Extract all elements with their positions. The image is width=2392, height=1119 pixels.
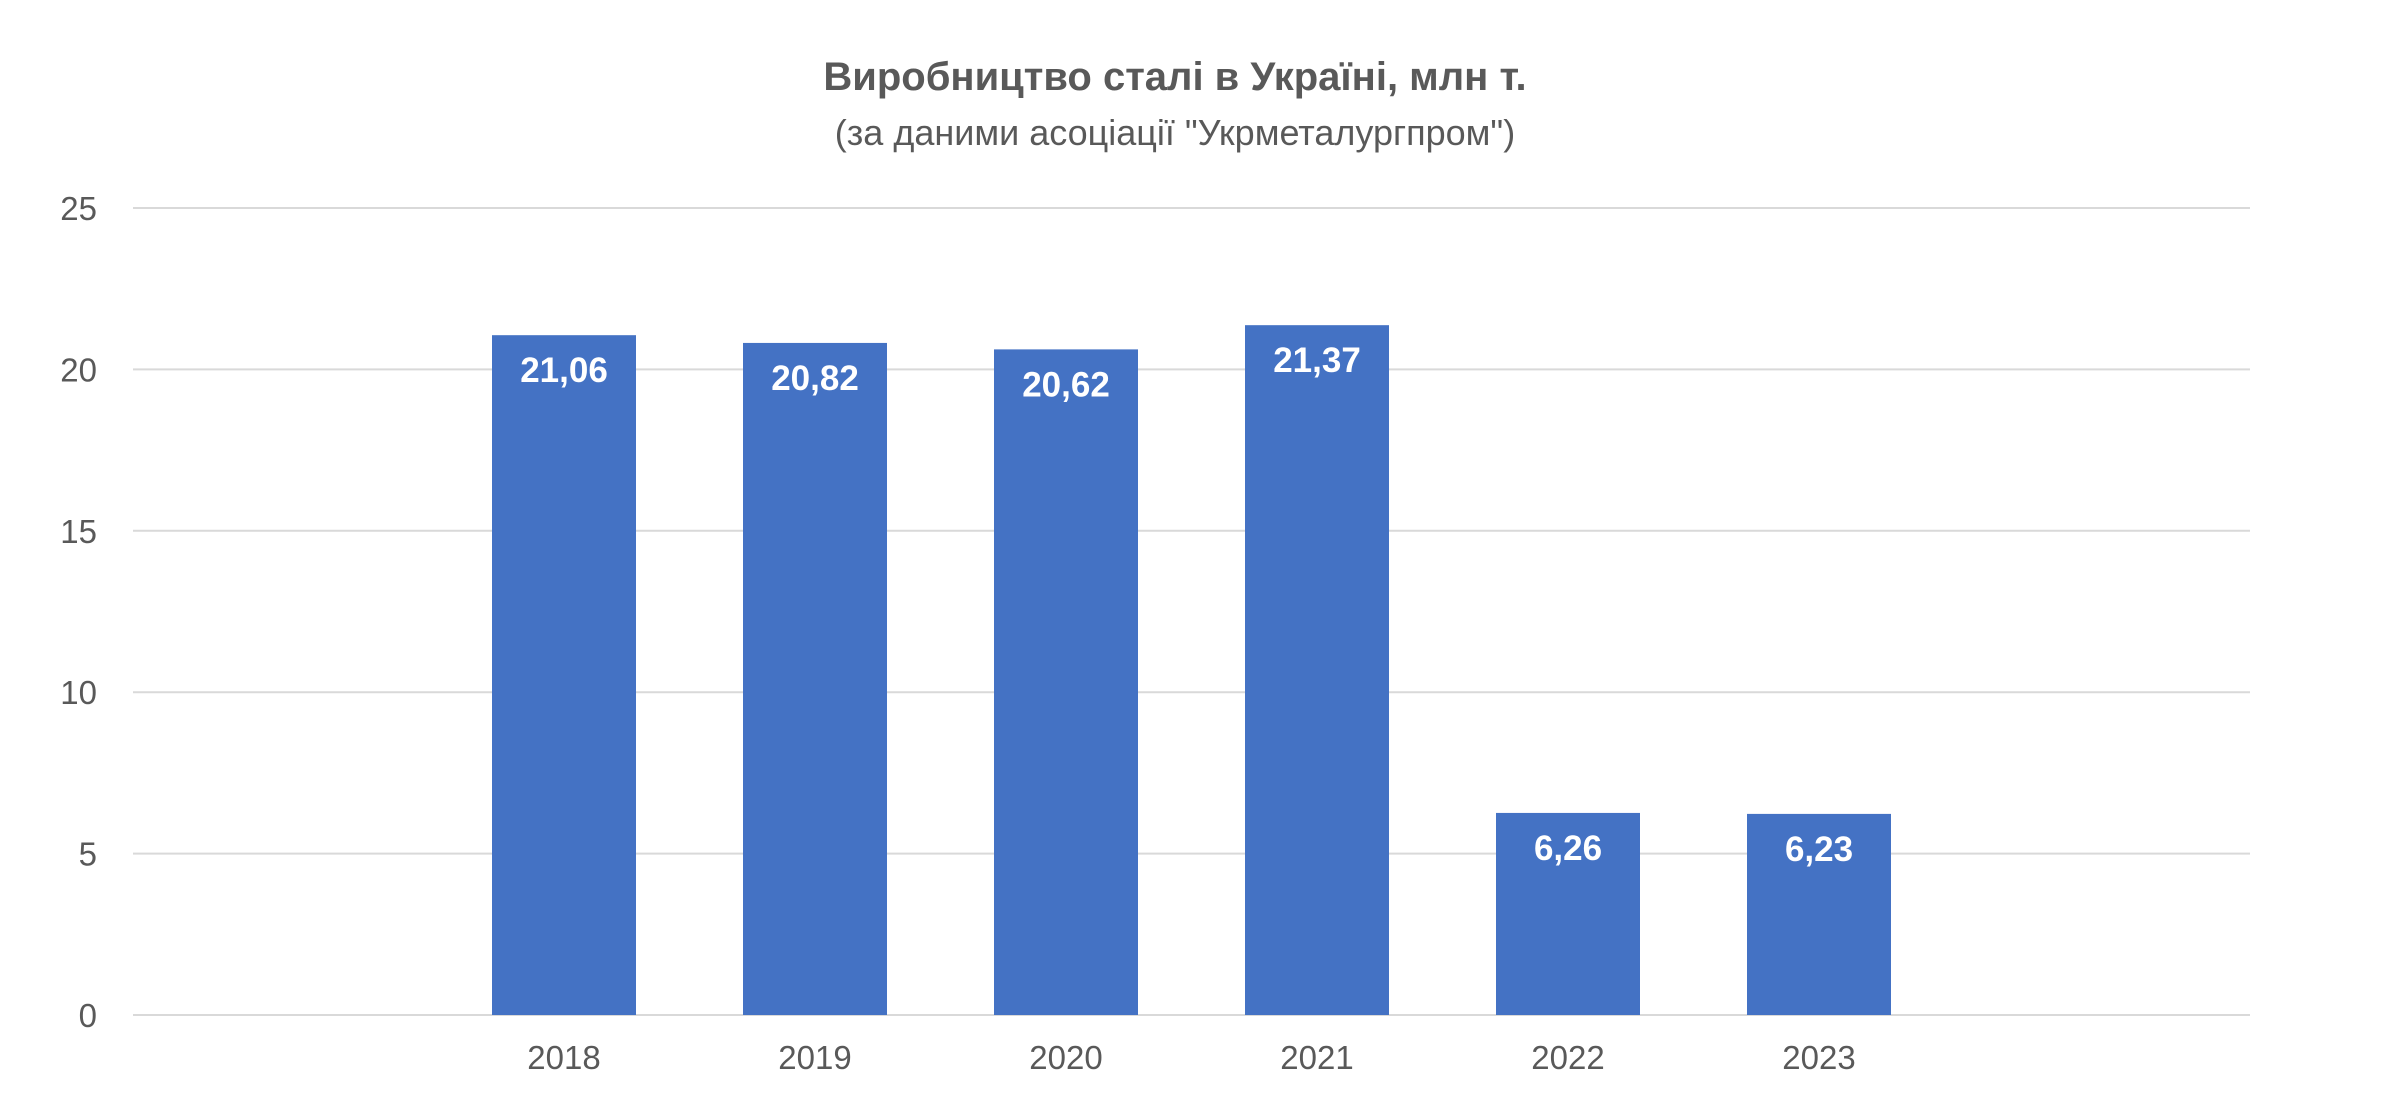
chart-subtitle: (за даними асоціації "Укрметалургпром") [835, 112, 1515, 153]
data-label: 6,23 [1785, 830, 1853, 869]
bar-2022 [1496, 812, 1640, 1015]
bar-2018 [492, 335, 636, 1015]
y-tick-label: 20 [60, 351, 97, 388]
data-label: 21,06 [520, 351, 608, 390]
y-axis-ticks: 0 5 10 15 20 25 [60, 190, 97, 1034]
bar-2023 [1747, 813, 1891, 1015]
data-label: 6,26 [1534, 829, 1602, 868]
data-label: 20,62 [1022, 365, 1110, 404]
x-tick-label: 2021 [1280, 1039, 1353, 1076]
bar-2021 [1245, 325, 1389, 1015]
x-axis-ticks: 2018 2019 2020 2021 2022 2023 [527, 1039, 1855, 1076]
data-label: 20,82 [771, 359, 859, 398]
y-tick-label: 10 [60, 674, 97, 711]
y-tick-label: 15 [60, 513, 97, 550]
gridlines [133, 207, 2250, 1016]
x-tick-label: 2019 [778, 1039, 851, 1076]
bar-2019 [743, 342, 887, 1015]
chart-title: Виробництво сталі в Україні, млн т. [823, 55, 1526, 99]
data-label: 21,37 [1273, 341, 1361, 380]
y-tick-label: 0 [79, 997, 97, 1034]
x-tick-label: 2020 [1029, 1039, 1102, 1076]
bar-2020 [994, 349, 1138, 1015]
x-tick-label: 2018 [527, 1039, 600, 1076]
x-tick-label: 2022 [1531, 1039, 1604, 1076]
y-tick-label: 25 [60, 190, 97, 227]
y-tick-label: 5 [79, 836, 97, 873]
x-tick-label: 2023 [1782, 1039, 1855, 1076]
data-labels: 21,06 20,82 20,62 21,37 6,26 6,23 [520, 341, 1853, 869]
bars [492, 325, 1891, 1015]
